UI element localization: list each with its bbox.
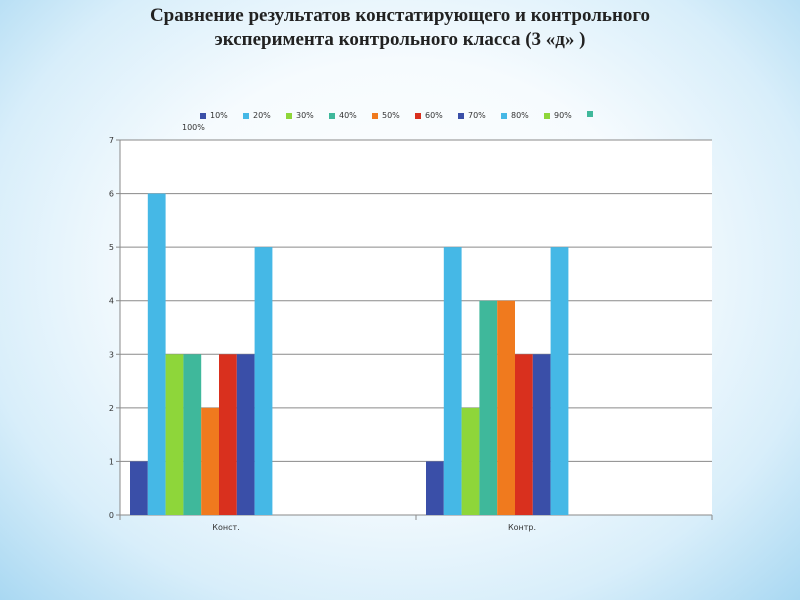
bar-1-6	[532, 354, 551, 515]
legend-label: 60%	[425, 111, 443, 120]
legend-label: 80%	[511, 111, 529, 120]
legend-swatch	[501, 112, 507, 119]
legend-label: 90%	[554, 111, 572, 120]
bar-1-1	[443, 247, 462, 515]
y-tick-label: 3	[109, 350, 114, 359]
bar-0-4	[201, 407, 219, 515]
legend-label: 70%	[468, 111, 486, 120]
bar-0-1	[147, 193, 166, 516]
legend-item: 40%	[329, 111, 357, 120]
legend-swatch	[415, 112, 421, 119]
bar-0-7	[254, 247, 273, 515]
legend-item: 70%	[458, 111, 486, 120]
legend-label: 20%	[253, 111, 271, 120]
legend-item: 50%	[372, 111, 400, 120]
x-tick-label: Конст.	[212, 523, 239, 532]
legend-item: 20%	[243, 111, 271, 120]
bar-0-2	[165, 354, 184, 515]
legend-item: 30%	[286, 111, 314, 120]
bar-1-4	[497, 300, 515, 515]
bar-0-5	[219, 354, 237, 515]
legend-swatch	[544, 112, 550, 119]
legend-swatch	[200, 112, 206, 119]
x-tick-label: Контр.	[508, 523, 536, 532]
y-tick-label: 6	[109, 190, 114, 199]
y-tick-label: 7	[109, 136, 114, 145]
legend-item: 60%	[415, 111, 443, 120]
legend-label: 100%	[182, 123, 205, 132]
bar-0-0	[130, 461, 148, 515]
legend-label: 30%	[296, 111, 314, 120]
legend-label: 50%	[382, 111, 400, 120]
legend-swatch	[372, 112, 378, 119]
y-tick-label: 4	[109, 297, 114, 306]
legend-item: 10%	[200, 111, 228, 120]
legend-swatch	[286, 112, 292, 119]
bar-1-3	[479, 300, 498, 515]
bar-0-3	[183, 354, 202, 515]
legend-label: 40%	[339, 111, 357, 120]
chart-legend: 10% 20% 30% 40% 50% 60% 70% 80% 90% 100%	[182, 111, 620, 141]
y-tick-label: 5	[109, 243, 114, 252]
slide-title: Сравнение результатов констатирующего и …	[0, 4, 800, 52]
legend-swatch	[243, 112, 249, 119]
legend-label: 10%	[210, 111, 228, 120]
legend-swatch	[329, 112, 335, 119]
bar-1-7	[550, 247, 569, 515]
bar-1-0	[426, 461, 444, 515]
bar-1-2	[461, 407, 480, 515]
slide-title-line-1: Сравнение результатов констатирующего и …	[149, 5, 651, 26]
bar-1-5	[515, 354, 533, 515]
bar-0-6	[236, 354, 255, 515]
legend-swatch	[458, 112, 464, 119]
y-tick-label: 2	[109, 404, 114, 413]
y-tick-label: 0	[109, 511, 114, 520]
legend-swatch	[587, 111, 593, 117]
y-tick-label: 1	[109, 457, 114, 466]
legend-item: 80%	[501, 111, 529, 120]
slide-title-line-2: эксперимента контрольного класса (3 «д» …	[214, 29, 586, 50]
legend-item: 100%	[182, 111, 593, 132]
legend-item: 90%	[544, 111, 572, 120]
